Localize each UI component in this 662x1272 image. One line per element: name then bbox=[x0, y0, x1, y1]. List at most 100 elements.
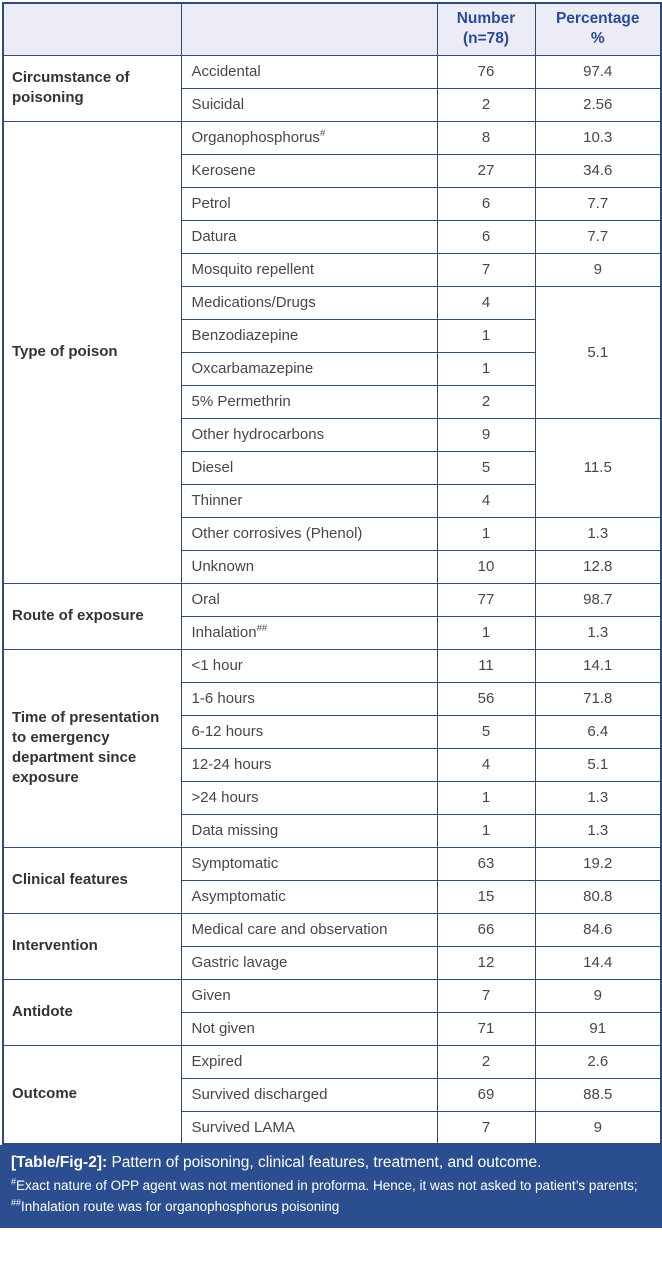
category-cell: Circumstance of poisoning bbox=[2, 54, 182, 122]
item-label-cell: Medical care and observation bbox=[180, 912, 438, 947]
item-label-cell: Diesel bbox=[180, 450, 438, 485]
item-label-cell: Other corrosives (Phenol) bbox=[180, 516, 438, 551]
table-row: Petrol 6 7.7 bbox=[3, 186, 662, 221]
table-row: Intervention Medical care and observation… bbox=[2, 912, 662, 980]
percentage-cell: 7.7 bbox=[534, 219, 662, 254]
item-label-cell: Asymptomatic bbox=[180, 879, 438, 914]
item-label-cell: 1-6 hours bbox=[180, 681, 438, 716]
number-cell: 7 bbox=[436, 1110, 536, 1145]
item-label-cell: Data missing bbox=[180, 813, 438, 848]
table-body: Circumstance of poisoning Accidental 76 97.… bbox=[2, 54, 662, 1145]
item-label-cell: Benzodiazepine bbox=[180, 318, 438, 353]
item-label-cell: Mosquito repellent bbox=[180, 252, 438, 287]
number-cell: 15 bbox=[436, 879, 536, 914]
percentage-cell: 2.56 bbox=[534, 87, 662, 122]
number-cell: 6 bbox=[436, 219, 536, 254]
number-cell: 5 bbox=[436, 714, 536, 749]
category-cell: Antidote bbox=[2, 978, 182, 1046]
percentage-cell: 1.3 bbox=[534, 516, 662, 551]
number-cell: 71 bbox=[436, 1011, 536, 1046]
percentage-cell: 71.8 bbox=[534, 681, 662, 716]
table-row: Type of poison Organophosphorus# 8 10.3 bbox=[2, 120, 662, 584]
percentage-cell: 7.7 bbox=[534, 186, 662, 221]
item-label-cell: <1 hour bbox=[180, 648, 438, 683]
number-header-cell: Number (n=78) bbox=[436, 2, 536, 56]
number-cell: 1 bbox=[436, 318, 536, 353]
percentage-cell: 98.7 bbox=[534, 582, 662, 617]
percentage-cell: 1.3 bbox=[534, 813, 662, 848]
table-row: Clinical features Symptomatic 63 19.2 bbox=[2, 846, 662, 914]
item-label-cell: Survived LAMA bbox=[180, 1110, 438, 1145]
category-cell: Type of poison bbox=[2, 120, 182, 584]
table-header: Number (n=78) Percentage % bbox=[2, 2, 662, 56]
table-row: Route of exposure Oral 77 98.7 bbox=[2, 582, 662, 650]
percentage-cell: 9 bbox=[534, 252, 662, 287]
number-cell: 4 bbox=[436, 747, 536, 782]
item-label-cell: Other hydrocarbons bbox=[180, 417, 438, 452]
table-row: Benzodiazepine 1 bbox=[3, 318, 661, 353]
category-cell: Route of exposure bbox=[2, 582, 182, 650]
percentage-cell: 10.3 bbox=[534, 120, 662, 155]
poisoning-pattern-table: Number (n=78) Percentage % Circumstance … bbox=[2, 2, 662, 1145]
number-cell: 1 bbox=[436, 615, 536, 650]
number-cell: 4 bbox=[436, 483, 536, 518]
category-cell: Clinical features bbox=[2, 846, 182, 914]
table-row: Mosquito repellent 7 9 bbox=[3, 252, 662, 287]
percentage-header-line2: % bbox=[590, 30, 605, 48]
header-row: Number (n=78) Percentage % bbox=[2, 2, 662, 56]
number-cell: 12 bbox=[436, 945, 536, 980]
number-cell: 6 bbox=[436, 186, 536, 221]
item-label-cell: Survived discharged bbox=[180, 1077, 438, 1112]
percentage-cell: 11.5 bbox=[534, 417, 662, 518]
number-cell: 11 bbox=[436, 648, 536, 683]
number-cell: 77 bbox=[436, 582, 536, 617]
number-cell: 4 bbox=[436, 285, 536, 320]
item-label-cell: Suicidal bbox=[180, 87, 438, 122]
table-row: 5% Permethrin 2 bbox=[3, 384, 661, 419]
number-cell: 1 bbox=[436, 813, 536, 848]
item-label-cell: Petrol bbox=[180, 186, 438, 221]
category-cell: Intervention bbox=[2, 912, 182, 980]
item-label-cell: Symptomatic bbox=[180, 846, 438, 881]
number-cell: 63 bbox=[436, 846, 536, 881]
category-cell: Outcome bbox=[2, 1044, 182, 1145]
item-label-cell: Gastric lavage bbox=[180, 945, 438, 980]
table-row: Outcome Expired 2 2.6 bbox=[2, 1044, 662, 1145]
percentage-cell: 6.4 bbox=[534, 714, 662, 749]
item-label-cell: Not given bbox=[180, 1011, 438, 1046]
percentage-cell: 1.3 bbox=[534, 780, 662, 815]
table-row: Survived LAMA 7 9 bbox=[3, 1110, 662, 1145]
caption-title: Pattern of poisoning, clinical features,… bbox=[107, 1154, 542, 1171]
item-label-cell: Accidental bbox=[180, 54, 438, 89]
item-label-cell: Given bbox=[180, 978, 438, 1013]
table-row: Time of presentation to emergency depart… bbox=[2, 648, 662, 848]
number-cell: 2 bbox=[436, 87, 536, 122]
percentage-cell: 2.6 bbox=[534, 1044, 662, 1079]
number-cell: 7 bbox=[436, 978, 536, 1013]
table-row: Data missing 1 1.3 bbox=[3, 813, 662, 848]
caption-title-line: [Table/Fig-2]: Pattern of poisoning, cli… bbox=[11, 1152, 651, 1174]
table-row: Thinner 4 bbox=[3, 483, 661, 518]
number-cell: 10 bbox=[436, 549, 536, 584]
category-cell: Time of presentation to emergency depart… bbox=[2, 648, 182, 848]
number-cell: 1 bbox=[436, 351, 536, 386]
percentage-header-cell: Percentage % bbox=[534, 2, 662, 56]
table-row: Circumstance of poisoning Accidental 76 97.… bbox=[2, 54, 662, 122]
number-header-line1: Number bbox=[456, 10, 516, 28]
page: Number (n=78) Percentage % Circumstance … bbox=[0, 2, 662, 1228]
percentage-cell: 14.1 bbox=[534, 648, 662, 683]
number-cell: 69 bbox=[436, 1077, 536, 1112]
number-cell: 8 bbox=[436, 120, 536, 155]
item-label-cell: Thinner bbox=[180, 483, 438, 518]
number-cell: 5 bbox=[436, 450, 536, 485]
number-header-line2: (n=78) bbox=[462, 30, 510, 48]
item-label-cell: Kerosene bbox=[180, 153, 438, 188]
percentage-cell: 34.6 bbox=[534, 153, 662, 188]
item-header-cell bbox=[180, 2, 438, 56]
percentage-cell: 9 bbox=[534, 978, 662, 1013]
footnote-marker: # bbox=[11, 1176, 17, 1187]
number-cell: 7 bbox=[436, 252, 536, 287]
number-cell: 9 bbox=[436, 417, 536, 452]
table-row: Gastric lavage 12 14.4 bbox=[3, 945, 662, 980]
number-cell: 27 bbox=[436, 153, 536, 188]
